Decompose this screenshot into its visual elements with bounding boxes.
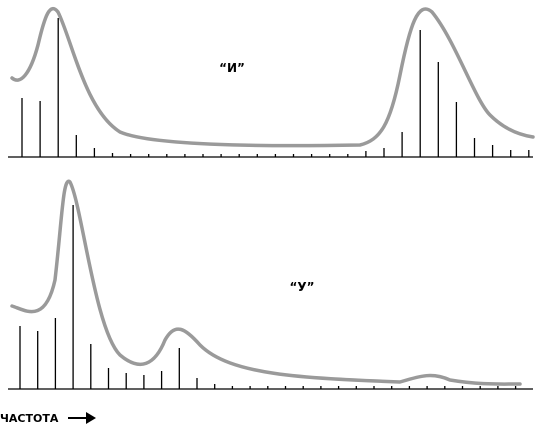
spectrum-i bbox=[8, 18, 533, 158]
x-axis-label: ЧАСТОТА bbox=[0, 412, 59, 425]
arrow-head bbox=[86, 412, 96, 424]
envelope bbox=[10, 179, 522, 386]
vowel-label: “И” bbox=[219, 61, 245, 75]
spectrum-u bbox=[8, 205, 533, 390]
vowel-label: “У” bbox=[289, 280, 314, 294]
envelope bbox=[10, 6, 535, 148]
